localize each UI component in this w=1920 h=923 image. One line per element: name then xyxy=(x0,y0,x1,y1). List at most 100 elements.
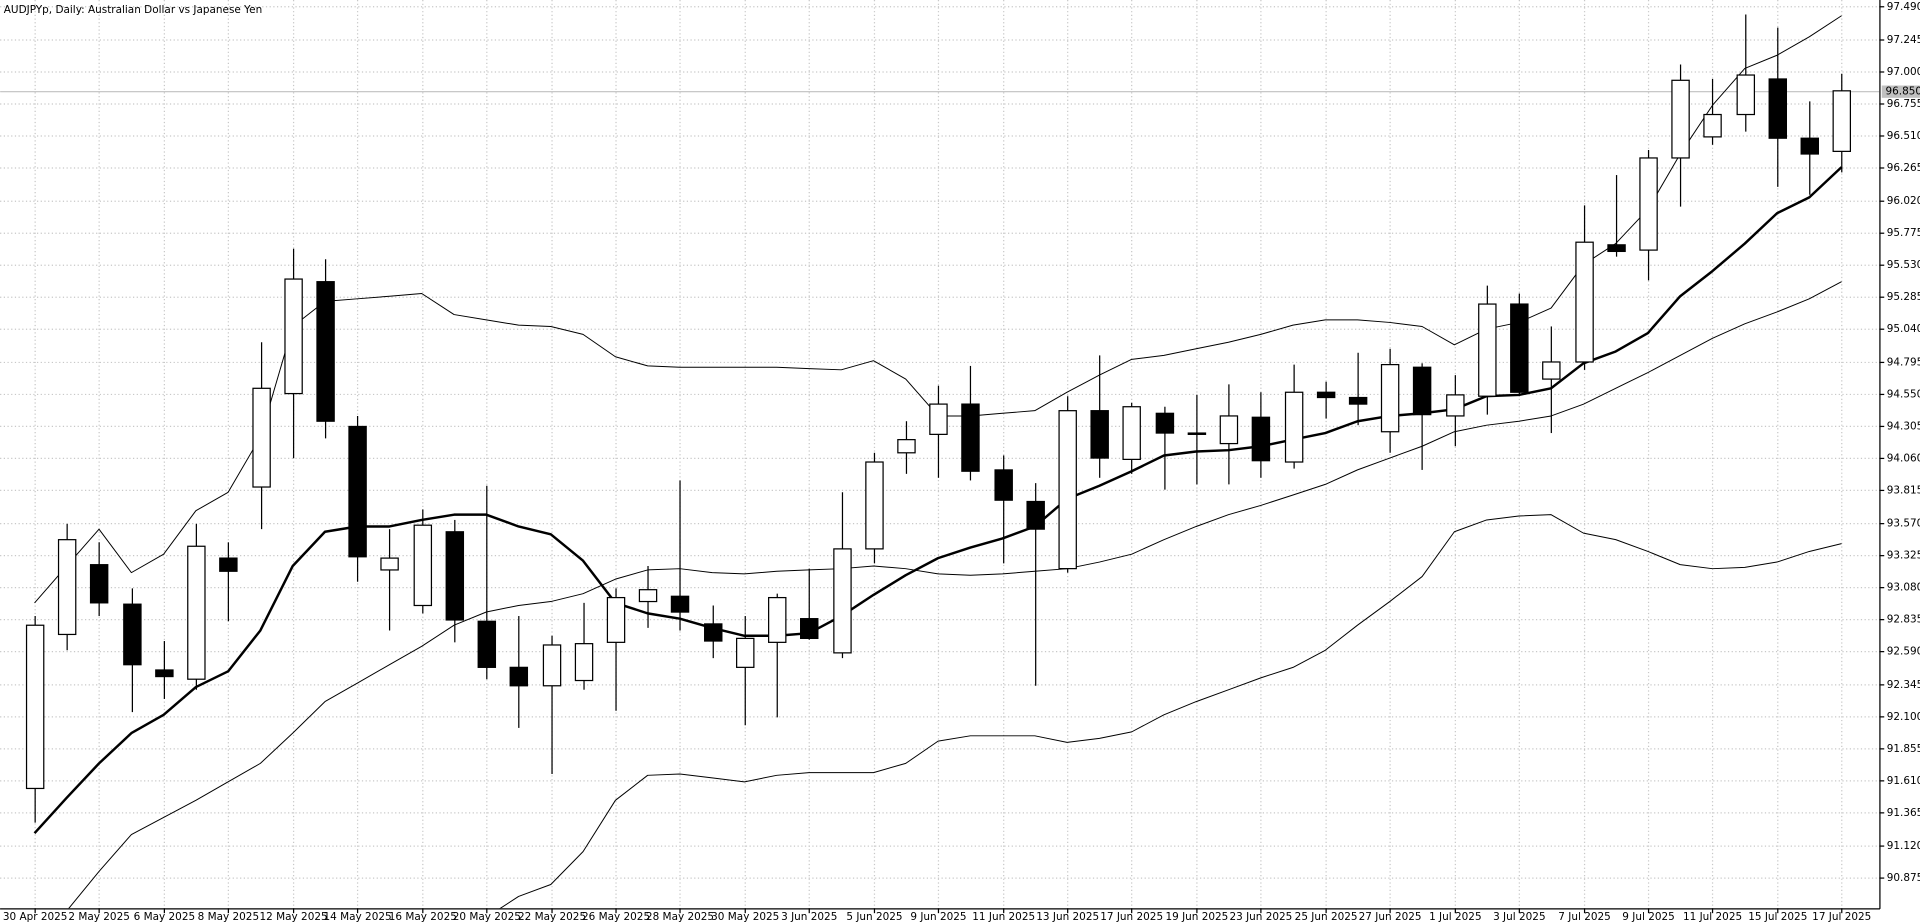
candle-body xyxy=(1703,113,1722,138)
y-tick-label: 92.590 xyxy=(1887,646,1920,658)
y-tick-label: 97.490 xyxy=(1887,1,1920,13)
indicator-line xyxy=(33,166,1843,834)
candle-body xyxy=(1122,406,1141,460)
x-tick-label: 9 Jul 2025 xyxy=(1622,911,1675,923)
plot-area xyxy=(0,14,1880,909)
chart-title: AUDJPYp, Daily: Australian Dollar vs Jap… xyxy=(4,4,262,16)
x-tick-label: 6 May 2025 xyxy=(134,911,196,923)
candle-body xyxy=(704,623,723,642)
x-tick-label: 19 Jun 2025 xyxy=(1165,911,1228,923)
y-tick-label: 92.835 xyxy=(1887,614,1920,626)
candle-body xyxy=(606,596,626,643)
y-tick-label: 96.265 xyxy=(1887,162,1920,174)
x-tick-label: 8 May 2025 xyxy=(198,911,260,923)
candle-body xyxy=(57,539,77,636)
candle-body xyxy=(897,439,916,454)
x-tick-label: 20 May 2025 xyxy=(453,911,521,923)
y-tick-label: 91.610 xyxy=(1887,775,1920,787)
x-tick-label: 2 May 2025 xyxy=(68,911,130,923)
x-tick-label: 9 Jun 2025 xyxy=(910,911,966,923)
candle-body xyxy=(284,278,303,395)
candle-body xyxy=(1542,361,1561,380)
candle-body xyxy=(155,669,174,678)
candle-body xyxy=(1316,391,1336,399)
candle-body xyxy=(252,387,271,488)
candle-body xyxy=(1090,410,1109,459)
x-tick-label: 22 May 2025 xyxy=(518,911,586,923)
candle-body xyxy=(1155,412,1175,434)
candle-body xyxy=(1026,500,1045,530)
y-tick-label: 93.815 xyxy=(1887,484,1920,496)
x-tick-label: 25 Jun 2025 xyxy=(1295,911,1358,923)
x-tick-label: 30 Apr 2025 xyxy=(3,911,68,923)
candle-body xyxy=(833,548,852,654)
y-tick-label: 91.365 xyxy=(1887,807,1920,819)
y-tick-label: 95.775 xyxy=(1887,227,1920,239)
candle-body xyxy=(1058,410,1077,570)
y-tick-label: 95.285 xyxy=(1887,291,1920,303)
x-tick-label: 3 Jun 2025 xyxy=(781,911,837,923)
candle-body xyxy=(445,531,465,621)
x-tick-label: 28 May 2025 xyxy=(646,911,714,923)
y-tick-label: 97.000 xyxy=(1887,66,1920,78)
candle-body xyxy=(638,589,658,603)
y-tick-label: 91.120 xyxy=(1887,840,1920,852)
x-tick-label: 26 May 2025 xyxy=(582,911,650,923)
candle-body xyxy=(316,281,335,422)
y-tick-label: 92.100 xyxy=(1887,711,1920,723)
candle-body xyxy=(1639,157,1658,251)
y-tick-label: 92.345 xyxy=(1887,679,1920,691)
candle-body xyxy=(1478,303,1497,397)
candle-body xyxy=(219,557,238,572)
candle-body xyxy=(1736,74,1756,116)
candle-body xyxy=(1348,396,1368,405)
x-tick-label: 7 Jul 2025 xyxy=(1558,911,1611,923)
x-tick-label: 13 Jun 2025 xyxy=(1036,911,1099,923)
candle-body xyxy=(768,596,787,643)
candle-body xyxy=(348,425,367,558)
candle-body xyxy=(961,403,980,472)
candle-body xyxy=(25,624,45,790)
x-tick-label: 30 May 2025 xyxy=(711,911,779,923)
x-tick-label: 23 Jun 2025 xyxy=(1229,911,1292,923)
candle-body xyxy=(574,643,594,682)
y-tick-label: 96.020 xyxy=(1887,195,1920,207)
y-tick-label: 93.570 xyxy=(1887,518,1920,530)
candle-body xyxy=(1768,78,1788,139)
y-tick-label: 96.755 xyxy=(1887,98,1920,110)
y-tick-label: 95.040 xyxy=(1887,323,1920,335)
y-tick-label: 97.245 xyxy=(1887,34,1920,46)
x-tick-label: 14 May 2025 xyxy=(324,911,392,923)
candle-body xyxy=(1187,432,1207,435)
y-tick-label: 93.080 xyxy=(1887,582,1920,594)
candle-body xyxy=(1284,391,1304,463)
y-tick-label: 94.550 xyxy=(1887,388,1920,400)
candle-body xyxy=(542,644,562,687)
candle-body xyxy=(1412,366,1432,416)
y-tick-label: 91.855 xyxy=(1887,743,1920,755)
x-tick-label: 27 Jun 2025 xyxy=(1359,911,1422,923)
x-tick-label: 16 May 2025 xyxy=(389,911,457,923)
indicator-line xyxy=(68,281,1842,909)
candle-body xyxy=(477,620,497,668)
x-tick-label: 11 Jun 2025 xyxy=(972,911,1035,923)
candle-body xyxy=(800,618,819,640)
y-tick-label: 94.305 xyxy=(1887,420,1920,432)
candle-body xyxy=(994,469,1013,501)
candle-body xyxy=(1575,241,1594,363)
candle-body xyxy=(413,524,433,607)
candle-body xyxy=(1446,394,1465,417)
candle-body xyxy=(1800,137,1820,155)
x-tick-label: 5 Jun 2025 xyxy=(846,911,902,923)
price-label: 96.850 xyxy=(1885,86,1920,98)
y-tick-label: 93.325 xyxy=(1887,550,1920,562)
candle-body xyxy=(1219,415,1239,445)
price-label-box xyxy=(1881,85,1920,98)
x-tick-label: 17 Jun 2025 xyxy=(1100,911,1163,923)
x-tick-label: 15 Jul 2025 xyxy=(1748,911,1807,923)
x-tick-label: 1 Jul 2025 xyxy=(1429,911,1482,923)
